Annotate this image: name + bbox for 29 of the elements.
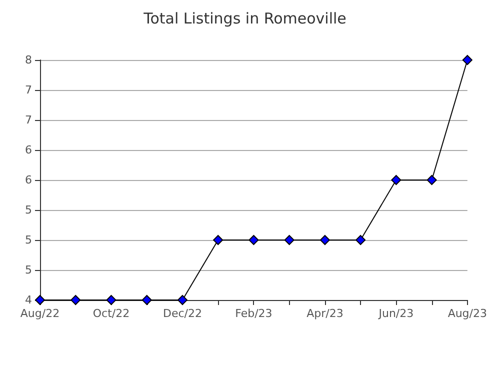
point bbox=[462, 55, 472, 65]
point bbox=[426, 175, 437, 185]
chart-title: Total Listings in Romeoville bbox=[142, 10, 346, 28]
x-tick-label: Jun/23 bbox=[378, 307, 414, 320]
x-tick-label: Aug/22 bbox=[20, 307, 60, 320]
point bbox=[284, 235, 294, 245]
point bbox=[248, 235, 259, 245]
y-tick-label: 5 bbox=[25, 264, 32, 276]
point bbox=[356, 235, 366, 245]
y-tick-label: 7 bbox=[25, 84, 32, 96]
x-tick-label: Oct/22 bbox=[92, 307, 130, 320]
point bbox=[177, 295, 188, 305]
point bbox=[70, 295, 81, 305]
y-tick-label: 5 bbox=[25, 204, 32, 216]
x-tick-label: Apr/23 bbox=[306, 307, 344, 320]
point bbox=[142, 295, 152, 305]
y-tick-label: 6 bbox=[25, 144, 32, 156]
y-tick-label: 4 bbox=[25, 294, 32, 306]
y-tick-label: 8 bbox=[25, 54, 32, 66]
x-tick-label: Feb/23 bbox=[235, 307, 272, 320]
x-tick-label: Dec/22 bbox=[162, 307, 202, 320]
point bbox=[320, 235, 330, 245]
y-tick-label: 6 bbox=[25, 174, 32, 186]
point bbox=[391, 175, 402, 185]
point bbox=[213, 235, 224, 245]
y-tick-label: 5 bbox=[25, 234, 32, 246]
x-tick-label: Aug/23 bbox=[448, 307, 488, 320]
y-tick-label: 7 bbox=[25, 114, 32, 126]
point bbox=[106, 295, 116, 305]
